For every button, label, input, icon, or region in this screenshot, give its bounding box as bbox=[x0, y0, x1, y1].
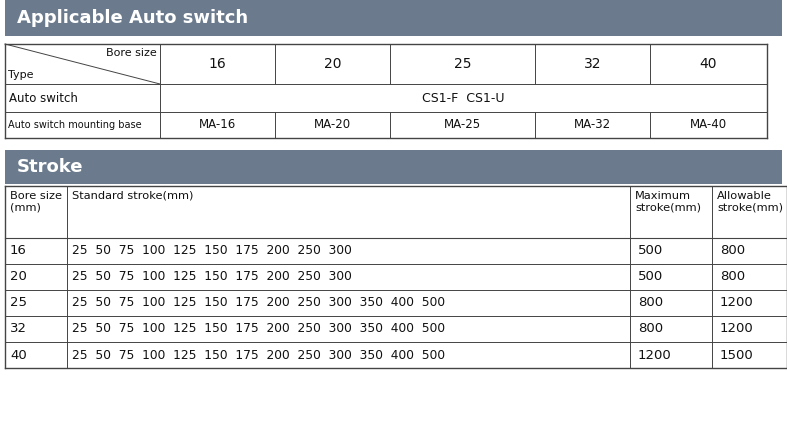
Text: Standard stroke(mm): Standard stroke(mm) bbox=[72, 191, 194, 201]
FancyBboxPatch shape bbox=[5, 0, 782, 36]
FancyBboxPatch shape bbox=[5, 150, 782, 184]
Text: 1500: 1500 bbox=[720, 349, 754, 361]
Text: MA-32: MA-32 bbox=[574, 119, 611, 131]
Text: 1200: 1200 bbox=[720, 297, 754, 309]
Text: 25  50  75  100  125  150  175  200  250  300: 25 50 75 100 125 150 175 200 250 300 bbox=[72, 270, 352, 284]
Text: Maximum
stroke(mm): Maximum stroke(mm) bbox=[635, 191, 701, 213]
Text: Bore size: Bore size bbox=[106, 48, 157, 58]
Text: CS1-F  CS1-U: CS1-F CS1-U bbox=[423, 91, 504, 104]
Text: MA-20: MA-20 bbox=[314, 119, 351, 131]
Text: Auto switch: Auto switch bbox=[9, 91, 78, 104]
Text: 25: 25 bbox=[10, 297, 27, 309]
Text: 500: 500 bbox=[638, 270, 663, 284]
Text: 800: 800 bbox=[638, 322, 663, 336]
Text: 500: 500 bbox=[638, 245, 663, 258]
Text: Type: Type bbox=[8, 70, 34, 80]
Text: 25  50  75  100  125  150  175  200  250  300  350  400  500: 25 50 75 100 125 150 175 200 250 300 350… bbox=[72, 322, 445, 336]
Text: 1200: 1200 bbox=[720, 322, 754, 336]
Text: 20: 20 bbox=[10, 270, 27, 284]
Text: 25: 25 bbox=[454, 57, 471, 71]
Text: 25  50  75  100  125  150  175  200  250  300  350  400  500: 25 50 75 100 125 150 175 200 250 300 350… bbox=[72, 297, 445, 309]
Text: 800: 800 bbox=[638, 297, 663, 309]
Text: 1200: 1200 bbox=[638, 349, 672, 361]
Text: 40: 40 bbox=[700, 57, 717, 71]
Text: 32: 32 bbox=[584, 57, 601, 71]
Text: 40: 40 bbox=[10, 349, 27, 361]
Text: 25  50  75  100  125  150  175  200  250  300  350  400  500: 25 50 75 100 125 150 175 200 250 300 350… bbox=[72, 349, 445, 361]
Text: 800: 800 bbox=[720, 245, 745, 258]
Text: MA-16: MA-16 bbox=[199, 119, 236, 131]
Text: Auto switch mounting base: Auto switch mounting base bbox=[8, 120, 142, 130]
Text: 16: 16 bbox=[10, 245, 27, 258]
Text: 800: 800 bbox=[720, 270, 745, 284]
Text: 16: 16 bbox=[209, 57, 227, 71]
Text: Stroke: Stroke bbox=[17, 158, 83, 176]
Text: Applicable Auto switch: Applicable Auto switch bbox=[17, 9, 248, 27]
Text: MA-25: MA-25 bbox=[444, 119, 481, 131]
Text: 25  50  75  100  125  150  175  200  250  300: 25 50 75 100 125 150 175 200 250 300 bbox=[72, 245, 352, 258]
Text: 20: 20 bbox=[323, 57, 342, 71]
Text: Bore size
(mm): Bore size (mm) bbox=[10, 191, 62, 213]
Text: MA-40: MA-40 bbox=[690, 119, 727, 131]
Text: 32: 32 bbox=[10, 322, 27, 336]
Text: Allowable
stroke(mm): Allowable stroke(mm) bbox=[717, 191, 783, 213]
